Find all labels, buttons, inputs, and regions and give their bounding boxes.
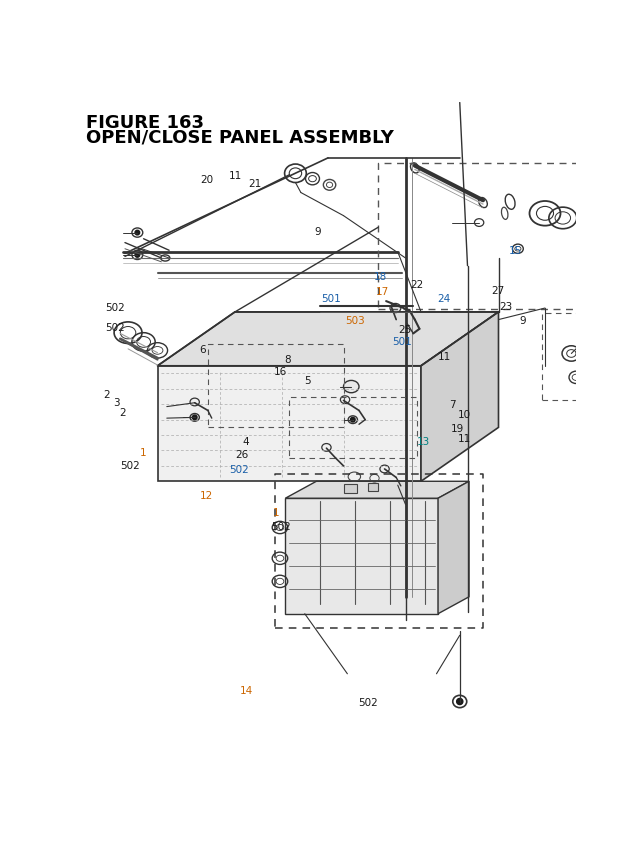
Text: 13: 13 xyxy=(417,437,431,447)
Circle shape xyxy=(193,416,197,420)
Bar xyxy=(344,484,358,493)
Text: 502: 502 xyxy=(120,461,140,470)
Text: OPEN/CLOSE PANEL ASSEMBLY: OPEN/CLOSE PANEL ASSEMBLY xyxy=(86,128,394,146)
Circle shape xyxy=(351,418,355,423)
Text: 15: 15 xyxy=(509,245,522,256)
Text: 22: 22 xyxy=(410,280,423,290)
Text: 502: 502 xyxy=(271,521,291,531)
Text: 11: 11 xyxy=(438,351,451,362)
Circle shape xyxy=(457,698,463,705)
Circle shape xyxy=(135,231,140,236)
Text: 21: 21 xyxy=(249,179,262,189)
Text: 7: 7 xyxy=(449,400,456,409)
Text: 502: 502 xyxy=(229,464,249,474)
Text: 503: 503 xyxy=(346,316,365,325)
Ellipse shape xyxy=(390,304,401,313)
Text: 27: 27 xyxy=(492,285,505,295)
Polygon shape xyxy=(157,366,421,481)
Text: 23: 23 xyxy=(499,301,513,311)
Text: 25: 25 xyxy=(398,325,412,335)
Polygon shape xyxy=(285,481,469,499)
Text: 1: 1 xyxy=(273,507,280,517)
Text: 501: 501 xyxy=(322,294,341,303)
Text: 16: 16 xyxy=(274,366,287,376)
Text: 1: 1 xyxy=(140,448,147,458)
Text: FIGURE 163: FIGURE 163 xyxy=(86,115,204,132)
Circle shape xyxy=(135,253,140,258)
Text: 10: 10 xyxy=(458,410,471,420)
Text: 20: 20 xyxy=(200,176,213,185)
Circle shape xyxy=(396,483,400,488)
Text: 9: 9 xyxy=(315,227,321,237)
Text: 3: 3 xyxy=(113,398,120,408)
Polygon shape xyxy=(285,499,438,614)
Polygon shape xyxy=(599,220,634,245)
Ellipse shape xyxy=(344,381,359,393)
Text: 502: 502 xyxy=(105,322,125,332)
Text: 502: 502 xyxy=(358,697,378,707)
Text: 2: 2 xyxy=(103,390,109,400)
Polygon shape xyxy=(438,481,469,614)
Text: 18: 18 xyxy=(374,272,388,282)
Text: 17: 17 xyxy=(376,287,390,296)
Text: 6: 6 xyxy=(199,345,205,355)
Text: 12: 12 xyxy=(200,491,213,501)
Polygon shape xyxy=(157,313,499,366)
Bar xyxy=(368,483,378,491)
Polygon shape xyxy=(421,313,499,481)
Text: 5: 5 xyxy=(304,375,310,386)
Text: 19: 19 xyxy=(451,423,464,433)
Text: 8: 8 xyxy=(284,354,291,364)
Text: 24: 24 xyxy=(437,294,451,303)
Text: 9: 9 xyxy=(519,316,525,325)
Text: 14: 14 xyxy=(239,685,253,695)
Text: 501: 501 xyxy=(392,337,412,347)
Text: 2: 2 xyxy=(120,407,126,418)
Text: 11: 11 xyxy=(458,434,471,443)
Text: 4: 4 xyxy=(242,437,249,447)
Text: 11: 11 xyxy=(229,171,242,182)
Text: 26: 26 xyxy=(236,449,249,460)
Text: 502: 502 xyxy=(105,302,125,313)
